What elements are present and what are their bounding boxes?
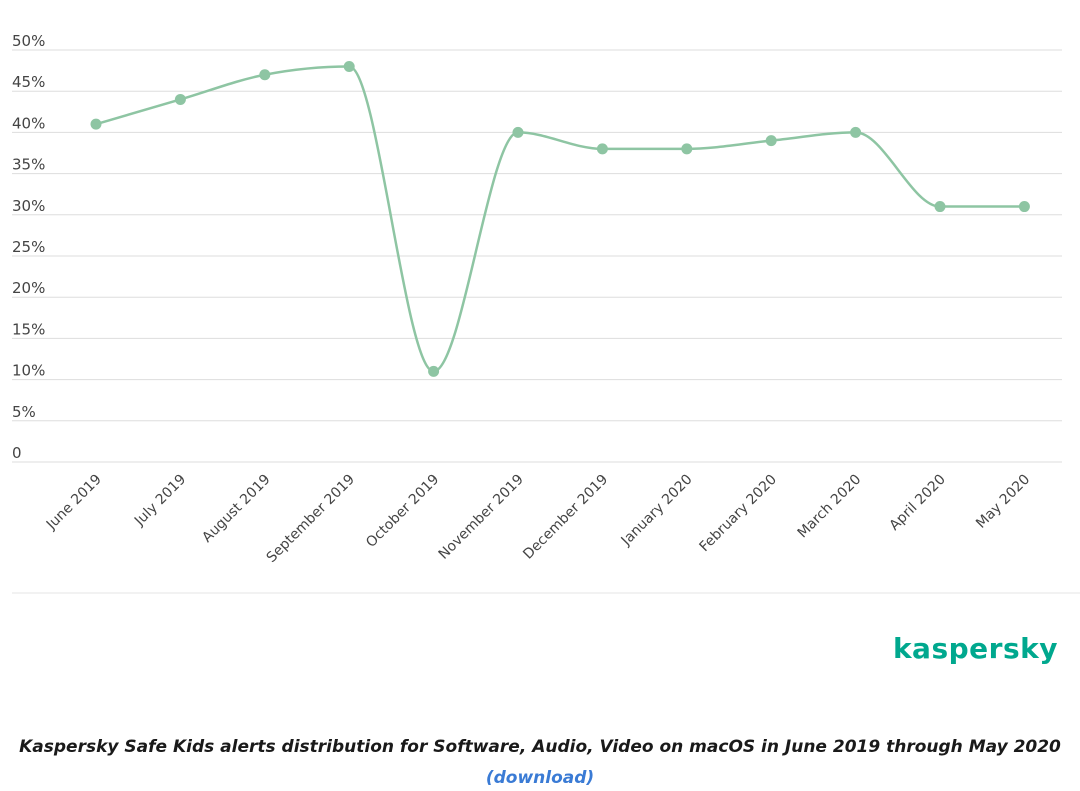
x-tick-label: February 2020 xyxy=(697,472,781,556)
y-tick-label: 5% xyxy=(12,403,36,421)
data-point-7 xyxy=(596,143,608,155)
kaspersky-logo: kaspersky xyxy=(892,632,1058,665)
download-link[interactable]: (download) xyxy=(485,768,595,788)
data-point-5 xyxy=(428,365,440,377)
x-tick-label: November 2019 xyxy=(436,472,527,563)
y-tick-label: 10% xyxy=(12,362,45,380)
y-tick-label: 25% xyxy=(12,238,45,256)
data-point-12 xyxy=(1018,201,1030,213)
y-tick-label: 20% xyxy=(12,279,45,297)
y-tick-label: 50% xyxy=(12,32,45,50)
x-tick-label: January 2020 xyxy=(618,472,696,550)
x-tick-label: September 2019 xyxy=(264,472,358,566)
data-points xyxy=(90,60,1030,377)
data-point-4 xyxy=(343,60,355,72)
y-tick-label: 30% xyxy=(12,197,45,215)
y-tick-label: 40% xyxy=(12,114,45,132)
x-tick-label: August 2019 xyxy=(199,472,273,546)
y-axis-ticks: 0 5% 10% 15% 20% 25% 30% 35% 40% 45% 50% xyxy=(12,32,45,462)
data-point-3 xyxy=(259,69,271,81)
x-tick-label: December 2019 xyxy=(520,472,611,563)
y-tick-label: 35% xyxy=(12,156,45,174)
y-tick-label: 15% xyxy=(12,320,45,338)
x-tick-label: July 2019 xyxy=(131,472,189,530)
data-point-1 xyxy=(90,118,102,130)
x-tick-label: October 2019 xyxy=(363,472,442,551)
x-tick-label: March 2020 xyxy=(795,472,865,542)
x-tick-label: April 2020 xyxy=(887,472,949,534)
y-tick-label: 45% xyxy=(12,73,45,91)
data-point-11 xyxy=(934,201,946,213)
data-point-10 xyxy=(850,126,862,138)
data-point-6 xyxy=(512,126,524,138)
line-chart: 0 5% 10% 15% 20% 25% 30% 35% 40% 45% 50% June 2019… xyxy=(12,32,1080,594)
series-line xyxy=(95,65,1025,373)
chart-caption: Kaspersky Safe Kids alerts distribution … xyxy=(19,737,1061,757)
grid-lines xyxy=(12,49,1062,463)
data-point-2 xyxy=(174,93,186,105)
data-point-9 xyxy=(765,135,777,147)
data-point-8 xyxy=(681,143,693,155)
x-tick-label: May 2020 xyxy=(973,472,1033,532)
y-tick-label: 0 xyxy=(12,444,22,462)
x-tick-label: June 2019 xyxy=(43,472,105,534)
